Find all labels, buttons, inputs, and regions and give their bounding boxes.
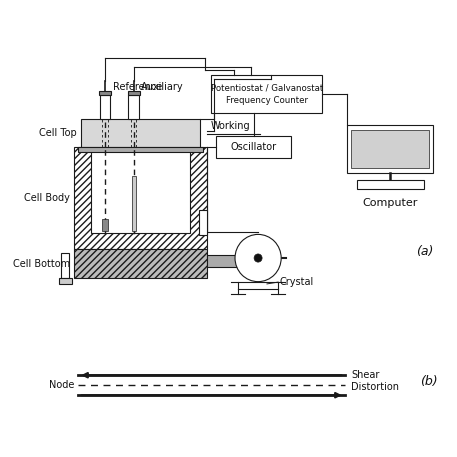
- Bar: [78, 147, 202, 152]
- Text: Cell Top: Cell Top: [39, 128, 77, 138]
- Text: Distortion: Distortion: [351, 383, 399, 393]
- Bar: [99, 91, 111, 95]
- Text: Working: Working: [211, 121, 250, 131]
- Bar: [199, 210, 207, 235]
- Bar: [216, 136, 292, 158]
- Bar: [100, 95, 110, 119]
- Bar: [74, 249, 207, 278]
- Text: Cell Body: Cell Body: [25, 193, 70, 203]
- Text: Auxiliary: Auxiliary: [141, 82, 184, 92]
- Bar: [356, 180, 424, 190]
- Bar: [91, 149, 190, 233]
- Bar: [102, 219, 108, 231]
- Text: Shear: Shear: [351, 370, 380, 380]
- Text: Cell Bottom: Cell Bottom: [13, 259, 70, 269]
- Text: Potentiostat / Galvanostat
Frequency Counter: Potentiostat / Galvanostat Frequency Cou…: [211, 83, 323, 105]
- Bar: [74, 147, 207, 249]
- Text: Reference: Reference: [112, 82, 162, 92]
- Text: Node: Node: [48, 380, 74, 390]
- Bar: [347, 125, 433, 173]
- Text: Computer: Computer: [362, 197, 418, 207]
- Bar: [351, 130, 429, 168]
- Text: (a): (a): [416, 244, 433, 258]
- Bar: [132, 176, 136, 231]
- Bar: [80, 119, 201, 147]
- Circle shape: [235, 234, 281, 282]
- Circle shape: [254, 254, 262, 262]
- Bar: [207, 255, 245, 267]
- Bar: [59, 277, 72, 284]
- Bar: [128, 95, 139, 119]
- Bar: [62, 254, 69, 278]
- Bar: [128, 91, 140, 95]
- Text: Oscillator: Oscillator: [231, 142, 277, 152]
- Bar: [212, 75, 323, 113]
- Text: Crystal: Crystal: [279, 277, 314, 287]
- Text: (b): (b): [420, 375, 438, 388]
